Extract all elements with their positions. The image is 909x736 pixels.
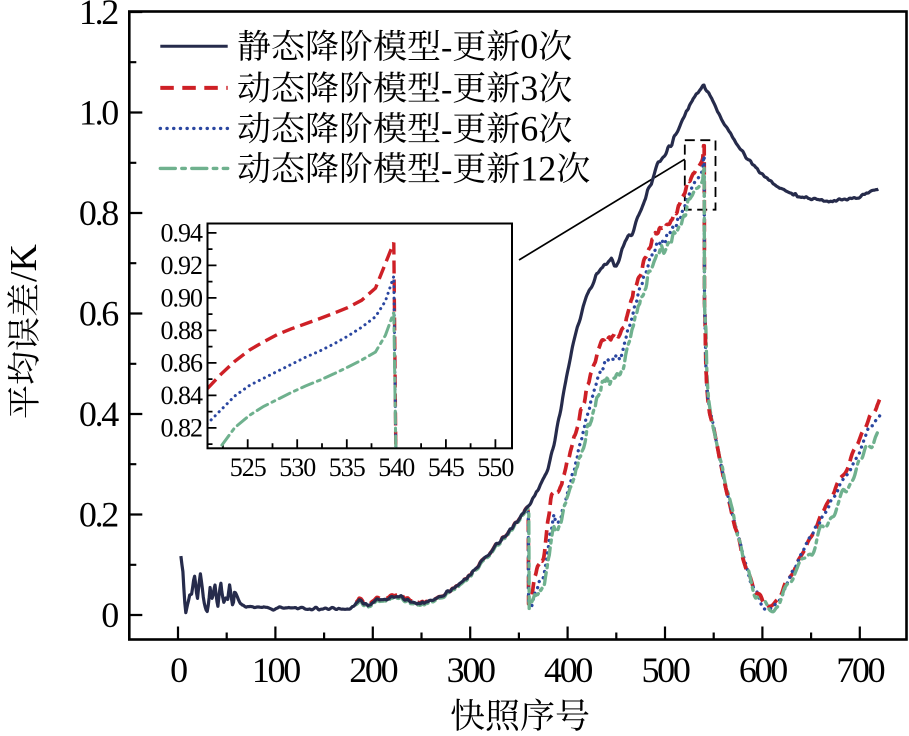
svg-text:0.8: 0.8 (79, 193, 118, 233)
svg-text:0.2: 0.2 (79, 495, 118, 535)
svg-text:400: 400 (544, 650, 592, 690)
svg-text:525: 525 (230, 453, 266, 482)
svg-text:/K: /K (3, 243, 45, 282)
svg-text:0: 0 (101, 595, 118, 635)
svg-text:530: 530 (279, 453, 316, 482)
svg-text:3: 3 (520, 68, 538, 108)
svg-text:0.84: 0.84 (161, 381, 204, 410)
svg-text:0.88: 0.88 (161, 316, 204, 345)
svg-text:0.92: 0.92 (161, 251, 203, 280)
svg-text:540: 540 (378, 453, 415, 482)
svg-text:1.2: 1.2 (79, 0, 118, 32)
svg-text:-: - (441, 71, 452, 108)
svg-text:1.0: 1.0 (79, 93, 118, 133)
svg-text:6: 6 (520, 108, 538, 148)
svg-text:-: - (441, 111, 452, 148)
svg-text:200: 200 (349, 650, 397, 690)
svg-text:-: - (441, 151, 452, 188)
svg-text:600: 600 (739, 650, 787, 690)
svg-text:500: 500 (641, 650, 689, 690)
svg-text:300: 300 (447, 650, 495, 690)
svg-text:700: 700 (836, 650, 884, 690)
svg-text:0: 0 (170, 650, 187, 690)
svg-text:0.90: 0.90 (161, 283, 204, 312)
svg-text:100: 100 (252, 650, 300, 690)
svg-text:550: 550 (477, 453, 514, 482)
svg-text:-: - (441, 29, 452, 66)
svg-text:0.94: 0.94 (161, 218, 204, 247)
svg-text:535: 535 (329, 453, 365, 482)
svg-text:0.6: 0.6 (79, 294, 118, 334)
svg-text:0.86: 0.86 (161, 348, 204, 377)
svg-text:0.82: 0.82 (161, 413, 203, 442)
svg-text:12: 12 (520, 148, 556, 188)
svg-text:0.4: 0.4 (79, 394, 119, 434)
svg-text:545: 545 (428, 453, 464, 482)
svg-text:0: 0 (520, 26, 538, 66)
